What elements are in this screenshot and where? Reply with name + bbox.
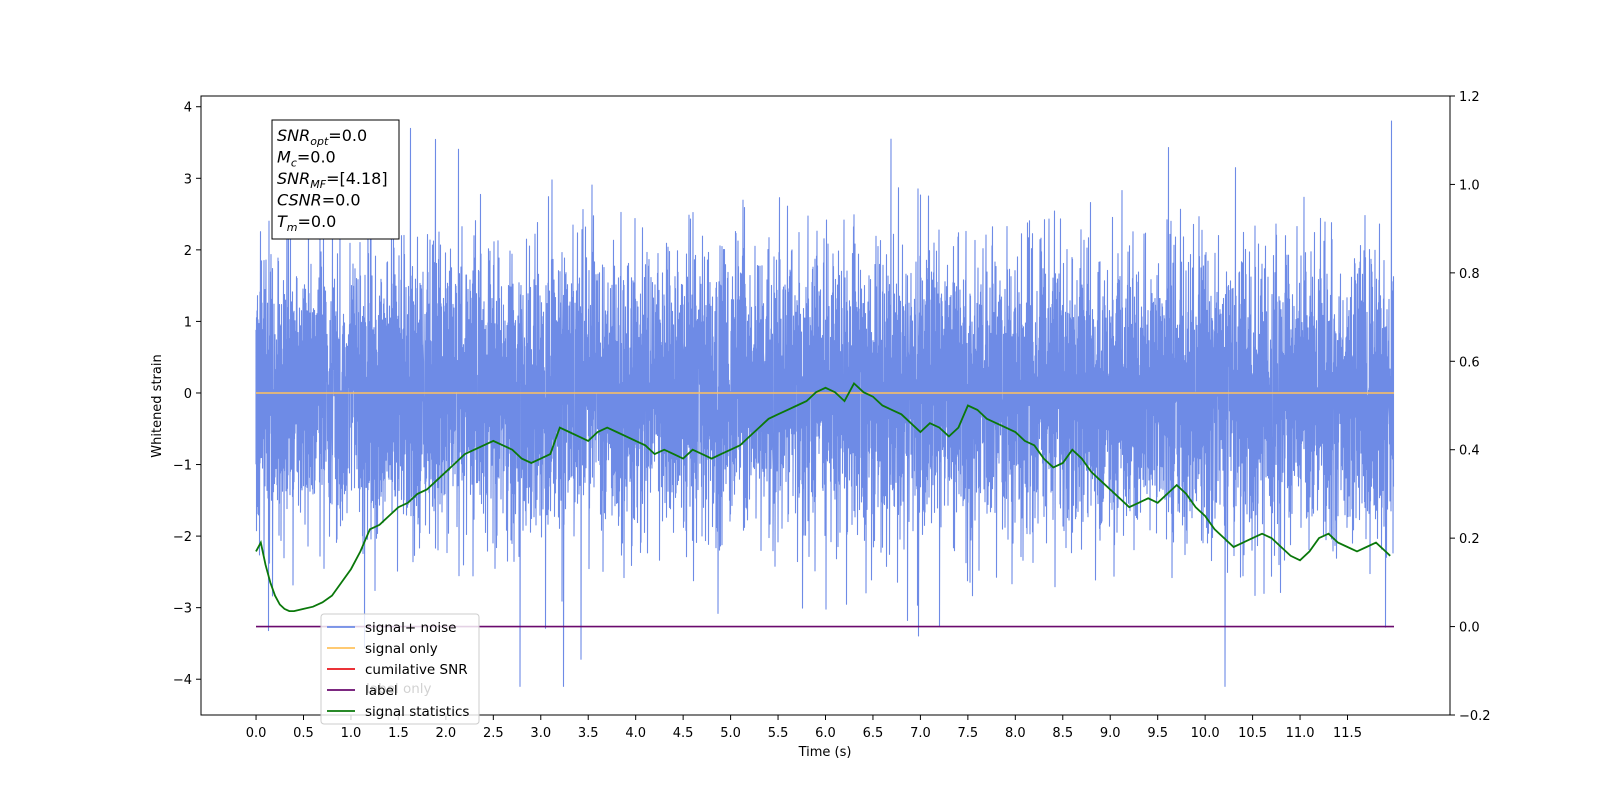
- stats-symbol: M: [277, 148, 291, 167]
- y-axis-right: 1.2 1.0 0.8 0.6 0.4 0.2 0.0 −0.2: [1450, 90, 1491, 724]
- y-axis-left: 4 3 2 1 0 −1 −2 −3 −4: [173, 101, 201, 688]
- x-tick-label: 9.5: [1147, 726, 1168, 741]
- y-right-tick-label: 0.0: [1459, 621, 1480, 636]
- y-left-tick-label: −2: [173, 530, 192, 545]
- y-left-tick-label: 2: [184, 244, 192, 259]
- y-right-tick-label: 0.8: [1459, 267, 1480, 282]
- y-left-tick-label: −1: [173, 459, 192, 474]
- y-left-tick-label: −4: [173, 673, 192, 688]
- x-tick-label: 1.5: [388, 726, 409, 741]
- x-tick-label: 11.0: [1286, 726, 1315, 741]
- x-tick-label: 5.0: [720, 726, 741, 741]
- y-axis-label: Whitened strain: [150, 354, 165, 457]
- x-tick-label: 2.5: [483, 726, 504, 741]
- y-right-tick-label: 1.0: [1459, 178, 1480, 193]
- x-tick-label: 7.5: [958, 726, 979, 741]
- stats-subscript: opt: [310, 135, 329, 148]
- stats-line-t-m: Tm=0.0: [277, 212, 336, 234]
- y-right-tick-label: 0.2: [1459, 532, 1480, 547]
- y-left-tick-label: 3: [184, 172, 192, 187]
- x-tick-label: 1.0: [341, 726, 362, 741]
- stats-symbol: CSNR: [277, 191, 322, 210]
- x-tick-label: 10.0: [1191, 726, 1220, 741]
- y-right-tick-label: −0.2: [1459, 709, 1491, 724]
- stats-annotation-lines: SNRopt=0.0Mc=0.0SNRMF=[4.18]CSNR=0.0Tm=0…: [277, 126, 388, 234]
- stats-symbol: SNR: [277, 169, 310, 188]
- stats-annotation-box: SNRopt=0.0Mc=0.0SNRMF=[4.18]CSNR=0.0Tm=0…: [271, 119, 400, 240]
- stats-subscript: MF: [310, 178, 326, 191]
- y-right-tick-label: 0.4: [1459, 444, 1480, 459]
- stats-value: =0.0: [328, 126, 367, 145]
- stats-symbol: T: [277, 212, 288, 231]
- x-tick-label: 10.5: [1238, 726, 1267, 741]
- x-tick-label: 8.0: [1005, 726, 1026, 741]
- x-tick-label: 3.5: [578, 726, 599, 741]
- stats-symbol: SNR: [277, 126, 310, 145]
- stats-line-m-c: Mc=0.0: [277, 148, 336, 170]
- stats-line-snr-mf: SNRMF=[4.18]: [277, 169, 388, 191]
- x-tick-label: 9.0: [1100, 726, 1121, 741]
- legend-label-cumilative-snr: cumilative SNR: [365, 662, 468, 678]
- y-left-tick-label: 0: [184, 387, 192, 402]
- plot-series-group: [255, 120, 1395, 687]
- legend-label-label: label: [365, 683, 398, 699]
- x-tick-label: 11.5: [1333, 726, 1362, 741]
- x-tick-label: 7.0: [910, 726, 931, 741]
- x-tick-label: 6.0: [815, 726, 836, 741]
- stats-value: =0.0: [298, 212, 337, 231]
- x-axis: 0.0 0.5 1.0 1.5 2.0 2.5 3.0 3.5 4.0 4.5 5.0 5.5 6.0 6…: [246, 715, 1362, 741]
- stats-value: =[4.18]: [326, 169, 388, 188]
- x-tick-label: 0.5: [293, 726, 314, 741]
- legend-frame: [320, 613, 480, 725]
- y-left-tick-label: −3: [173, 602, 192, 617]
- stats-subscript: m: [287, 221, 298, 234]
- stats-line-snr-opt: SNRopt=0.0: [277, 126, 367, 148]
- x-tick-label: 6.5: [863, 726, 884, 741]
- x-tick-label: 8.5: [1052, 726, 1073, 741]
- x-tick-label: 5.5: [768, 726, 789, 741]
- stats-value: =0.0: [297, 148, 336, 167]
- y-left-tick-label: 1: [184, 315, 192, 330]
- stats-value: =0.0: [322, 191, 361, 210]
- legend-label-signal-noise: signal+ noise: [365, 620, 456, 636]
- x-tick-label: 4.5: [673, 726, 694, 741]
- y-left-tick-label: 4: [184, 101, 192, 116]
- series-signal-statistics: [255, 381, 1391, 612]
- y-right-tick-label: 0.6: [1459, 355, 1480, 370]
- stats-subscript: c: [291, 157, 297, 170]
- x-axis-label: Time (s): [798, 745, 852, 760]
- x-tick-label: 4.0: [625, 726, 646, 741]
- x-tick-label: 3.0: [530, 726, 551, 741]
- series-signal-noise: [255, 120, 1395, 687]
- y-right-tick-label: 1.2: [1459, 90, 1480, 105]
- legend-label-signal-statistics: signal statistics: [365, 704, 469, 720]
- x-tick-label: 2.0: [436, 726, 457, 741]
- legend-label-signal-only: signal only: [365, 641, 438, 657]
- stats-line-csnr: CSNR=0.0: [277, 191, 361, 210]
- x-tick-label: 0.0: [246, 726, 267, 741]
- stats-annotation-frame: [271, 119, 400, 240]
